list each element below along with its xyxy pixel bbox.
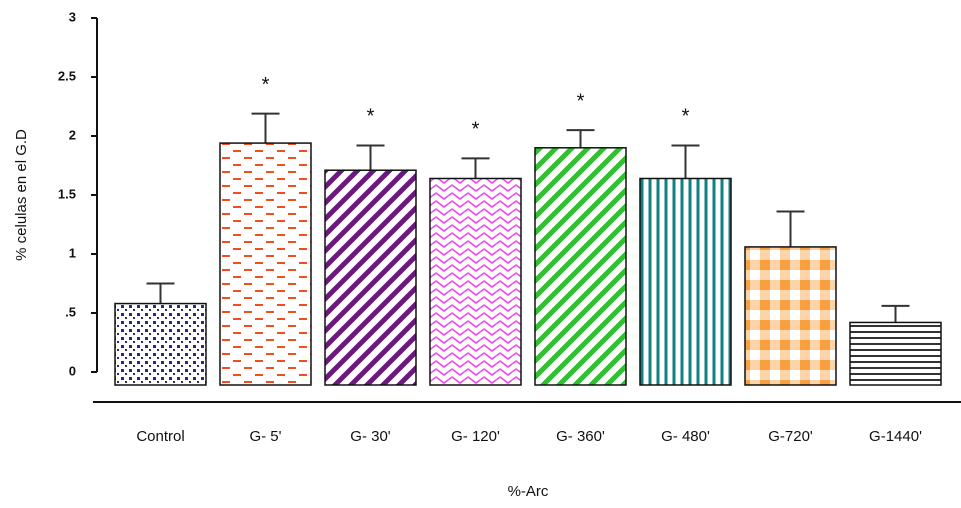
x-tick-label: G-720' [768,428,813,445]
x-axis-label: %-Arc [508,483,549,500]
bar [534,147,627,386]
significance-marker: * [577,90,585,112]
significance-marker: * [682,106,690,128]
bar [114,302,207,386]
bar [639,177,732,386]
y-tick-label: 1 [69,245,76,260]
x-tick-label: G-1440' [869,428,922,445]
bar [744,246,837,386]
x-tick-label: G- 5' [249,428,281,445]
y-tick-label: 2 [69,127,76,142]
y-tick-label: 0 [69,363,76,378]
x-tick-label: G- 360' [556,428,605,445]
bar [219,142,312,386]
y-tick-label: 3 [69,9,76,24]
y-axis-label: % celulas en el G.D [13,129,30,261]
y-tick-label: 2.5 [58,68,76,83]
significance-marker: * [367,106,375,128]
x-tick-label: G- 480' [661,428,710,445]
x-tick-label: G- 30' [350,428,391,445]
bar [429,177,522,386]
significance-marker: * [262,74,270,96]
significance-marker: * [472,119,480,141]
x-tick-label: Control [136,428,184,445]
x-tick-label: G- 120' [451,428,500,445]
y-tick-label: 1.5 [58,186,76,201]
bar [849,321,942,386]
y-tick-label: .5 [65,304,76,319]
bar [324,169,417,386]
